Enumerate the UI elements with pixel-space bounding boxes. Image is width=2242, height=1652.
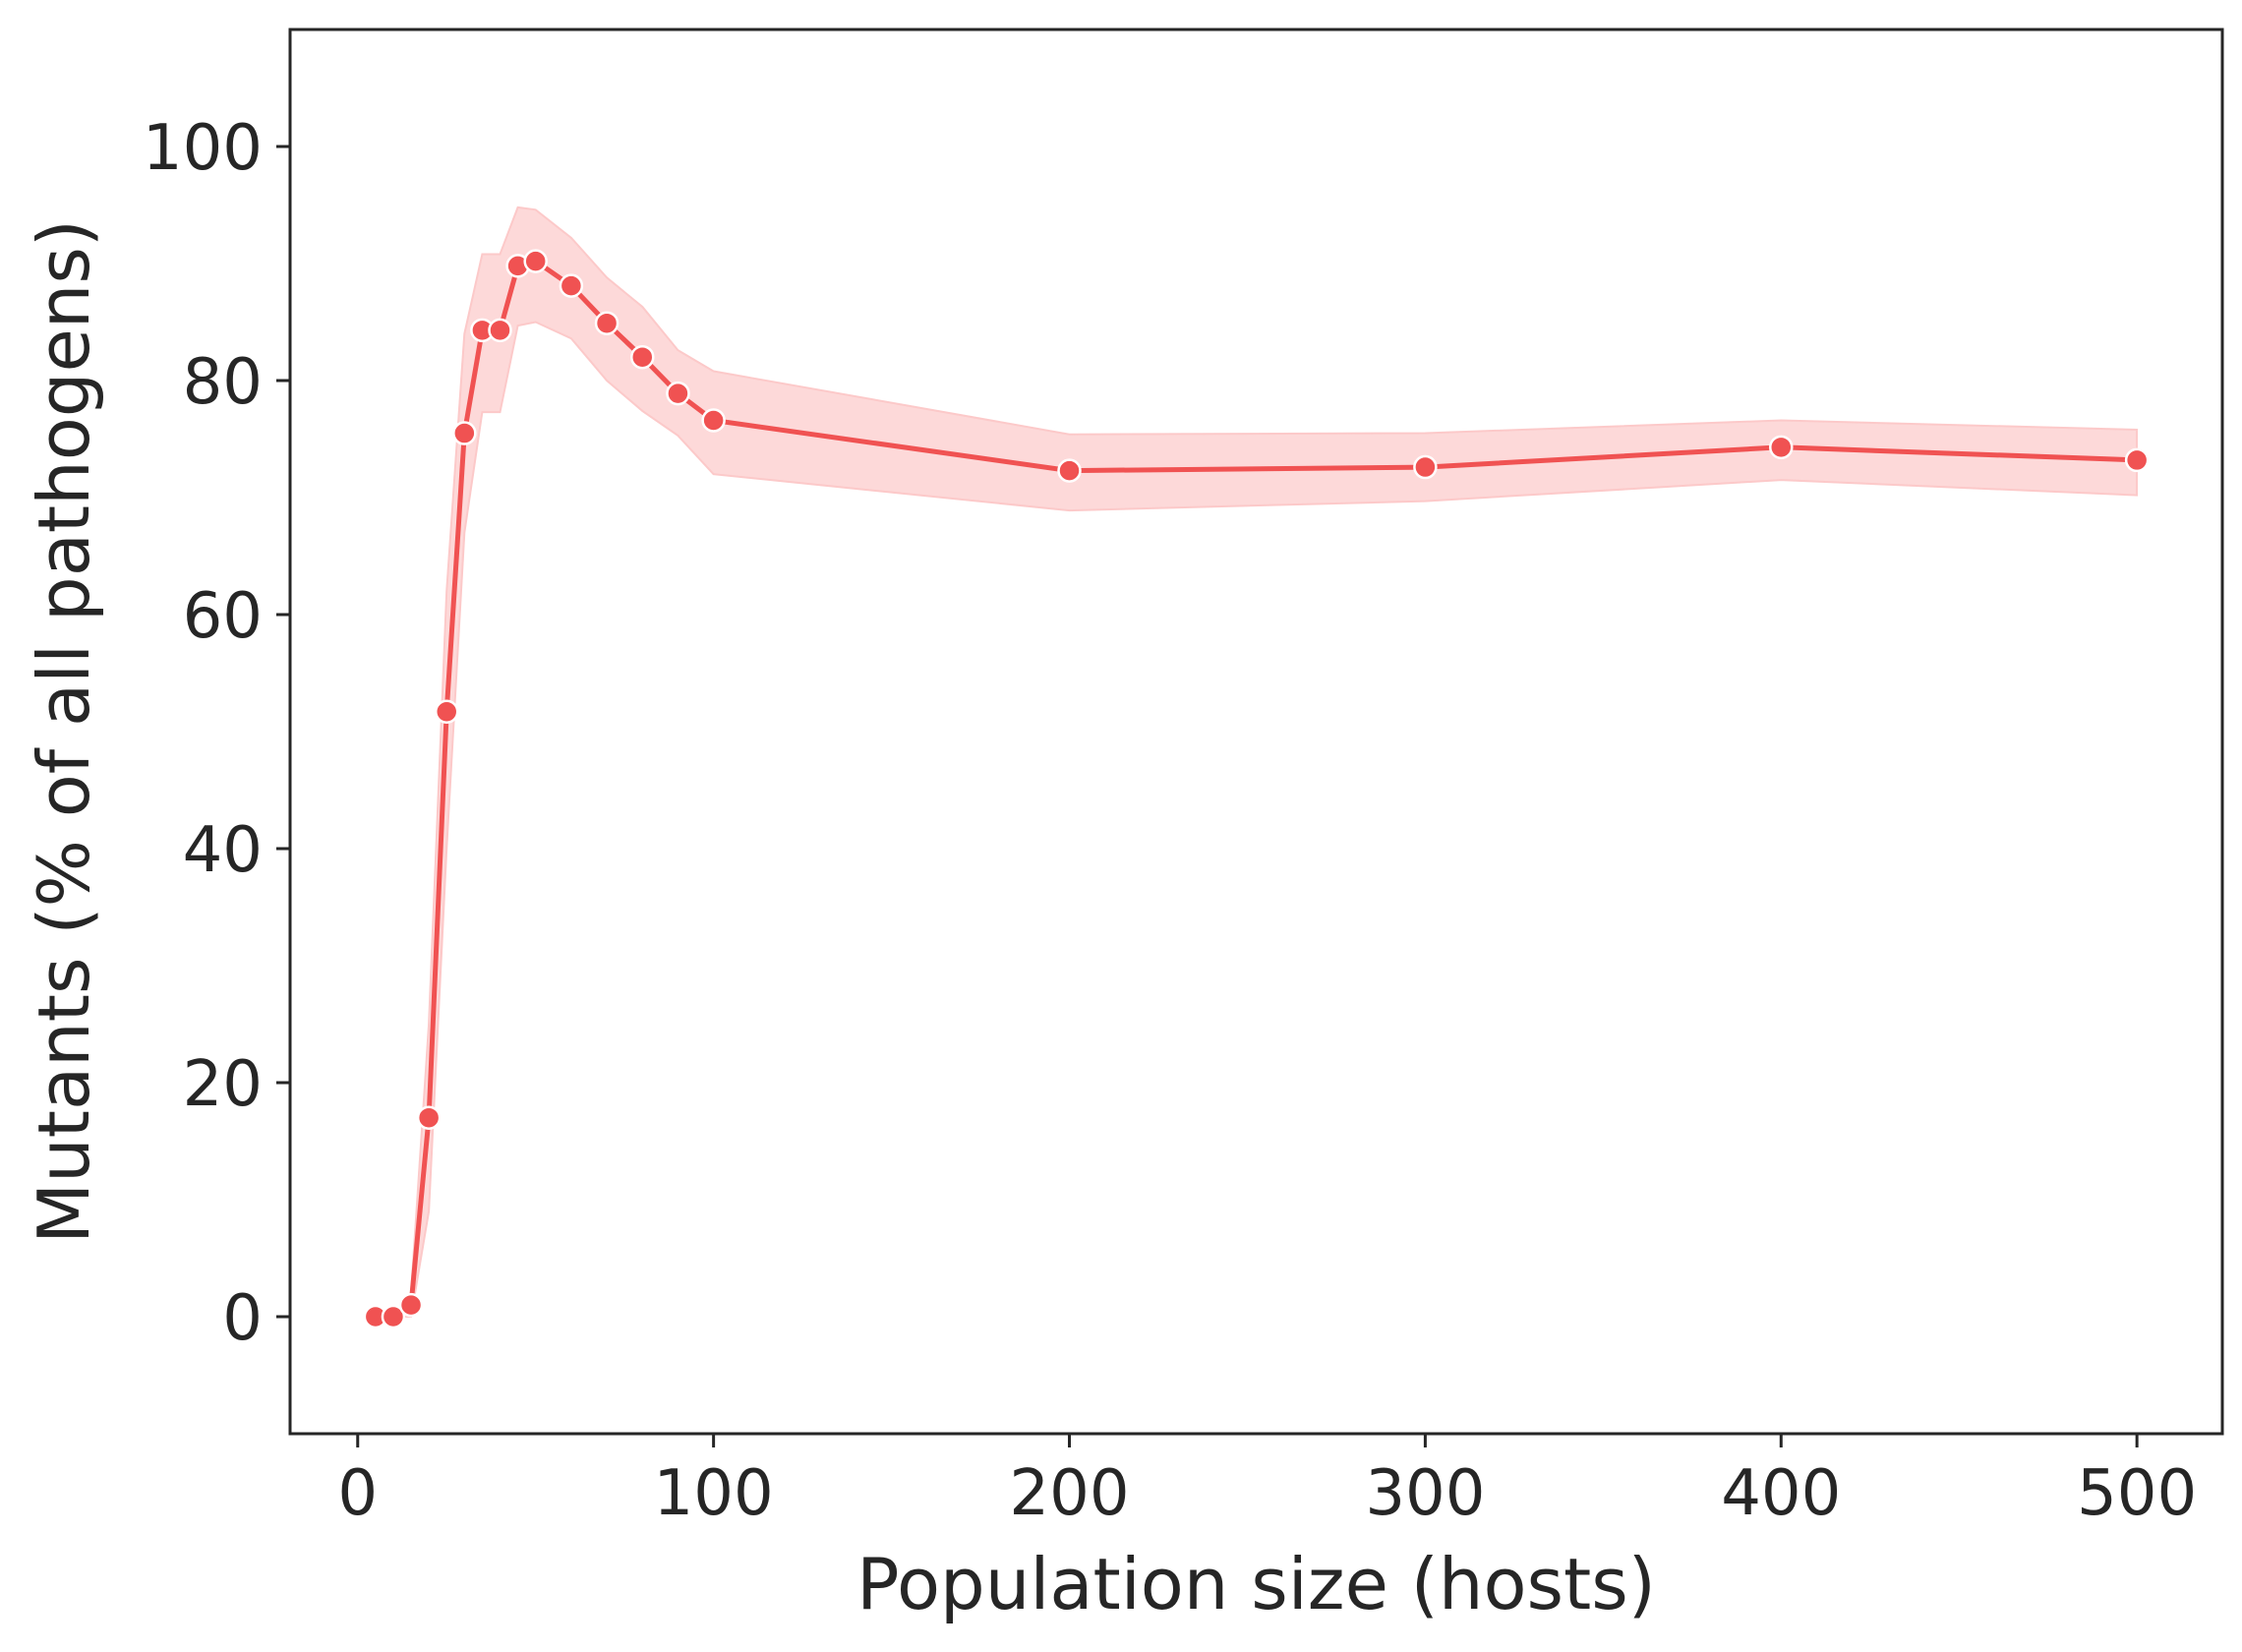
x-axis-label: Population size (hosts) [856, 1543, 1656, 1625]
data-point [666, 381, 690, 406]
data-point [1413, 454, 1438, 480]
y-axis-ticks: 0 20 40 60 80 100 [143, 112, 290, 1355]
data-point [381, 1304, 406, 1329]
y-axis-label: Mutants (% of all pathogens) [23, 219, 105, 1244]
data-point [594, 311, 620, 335]
x-tick-label: 500 [2077, 1457, 2197, 1530]
data-point [559, 273, 584, 298]
data-point [434, 699, 459, 725]
y-tick-label: 80 [183, 346, 263, 419]
data-point [452, 421, 477, 445]
y-tick-label: 20 [183, 1048, 263, 1121]
x-tick-label: 200 [1009, 1457, 1129, 1530]
confidence-band [375, 206, 2139, 1318]
y-tick-label: 100 [143, 112, 263, 185]
x-axis-ticks: 0 100 200 300 400 500 [337, 1434, 2197, 1530]
x-tick-label: 300 [1365, 1457, 1485, 1530]
data-point [1769, 435, 1794, 460]
data-point [701, 408, 726, 433]
data-point [398, 1292, 424, 1318]
y-tick-label: 0 [222, 1282, 263, 1355]
data-point [630, 344, 655, 370]
x-tick-label: 0 [337, 1457, 378, 1530]
y-tick-label: 40 [183, 814, 263, 887]
x-tick-label: 400 [1721, 1457, 1841, 1530]
plot-area [363, 206, 2150, 1329]
data-point [488, 318, 512, 343]
y-tick-label: 60 [183, 580, 263, 653]
axes-frame [288, 28, 2224, 1436]
data-point [1057, 458, 1082, 483]
x-tick-label: 100 [654, 1457, 774, 1530]
data-point [416, 1105, 442, 1130]
data-point [523, 249, 548, 273]
data-point [2124, 447, 2150, 473]
series-line [375, 258, 2138, 1320]
